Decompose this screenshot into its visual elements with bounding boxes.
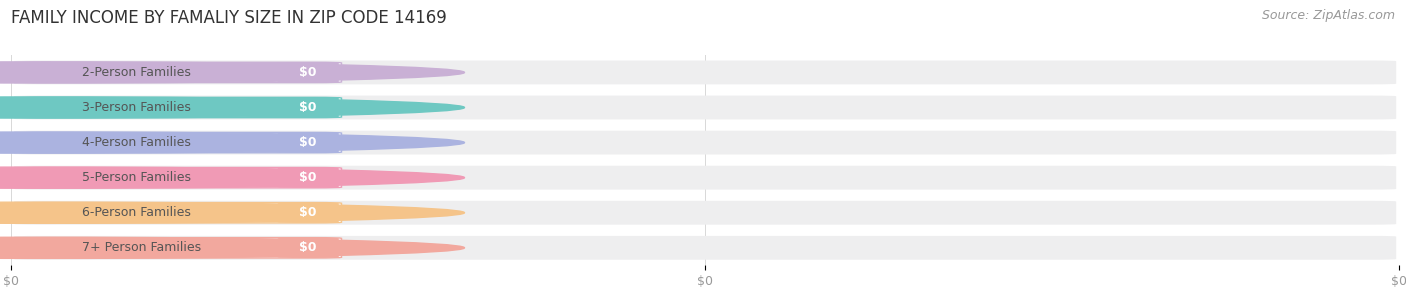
Text: 4-Person Families: 4-Person Families bbox=[82, 136, 191, 149]
FancyBboxPatch shape bbox=[278, 238, 339, 258]
Circle shape bbox=[0, 97, 464, 118]
FancyBboxPatch shape bbox=[278, 97, 339, 118]
FancyBboxPatch shape bbox=[14, 166, 1396, 190]
Circle shape bbox=[0, 62, 464, 83]
FancyBboxPatch shape bbox=[18, 167, 342, 188]
Text: $0: $0 bbox=[299, 66, 316, 79]
FancyBboxPatch shape bbox=[14, 95, 1396, 120]
FancyBboxPatch shape bbox=[14, 131, 1396, 155]
Text: 3-Person Families: 3-Person Families bbox=[82, 101, 191, 114]
FancyBboxPatch shape bbox=[278, 132, 339, 153]
Circle shape bbox=[0, 237, 464, 258]
FancyBboxPatch shape bbox=[278, 167, 339, 188]
Text: $0: $0 bbox=[299, 101, 316, 114]
FancyBboxPatch shape bbox=[14, 60, 1396, 84]
FancyBboxPatch shape bbox=[18, 203, 342, 223]
Circle shape bbox=[0, 202, 464, 223]
FancyBboxPatch shape bbox=[18, 62, 342, 83]
Text: FAMILY INCOME BY FAMALIY SIZE IN ZIP CODE 14169: FAMILY INCOME BY FAMALIY SIZE IN ZIP COD… bbox=[11, 9, 447, 27]
Circle shape bbox=[0, 167, 464, 188]
FancyBboxPatch shape bbox=[18, 132, 342, 153]
Text: Source: ZipAtlas.com: Source: ZipAtlas.com bbox=[1261, 9, 1395, 22]
FancyBboxPatch shape bbox=[18, 97, 342, 118]
Text: 5-Person Families: 5-Person Families bbox=[82, 171, 191, 184]
Text: $0: $0 bbox=[299, 171, 316, 184]
Text: $0: $0 bbox=[299, 241, 316, 254]
Circle shape bbox=[0, 132, 464, 153]
FancyBboxPatch shape bbox=[14, 236, 1396, 260]
FancyBboxPatch shape bbox=[14, 201, 1396, 225]
Text: 7+ Person Families: 7+ Person Families bbox=[82, 241, 201, 254]
Text: $0: $0 bbox=[299, 206, 316, 219]
Text: $0: $0 bbox=[299, 136, 316, 149]
FancyBboxPatch shape bbox=[18, 238, 342, 258]
Text: 2-Person Families: 2-Person Families bbox=[82, 66, 191, 79]
FancyBboxPatch shape bbox=[278, 62, 339, 83]
Text: 6-Person Families: 6-Person Families bbox=[82, 206, 191, 219]
FancyBboxPatch shape bbox=[278, 203, 339, 223]
